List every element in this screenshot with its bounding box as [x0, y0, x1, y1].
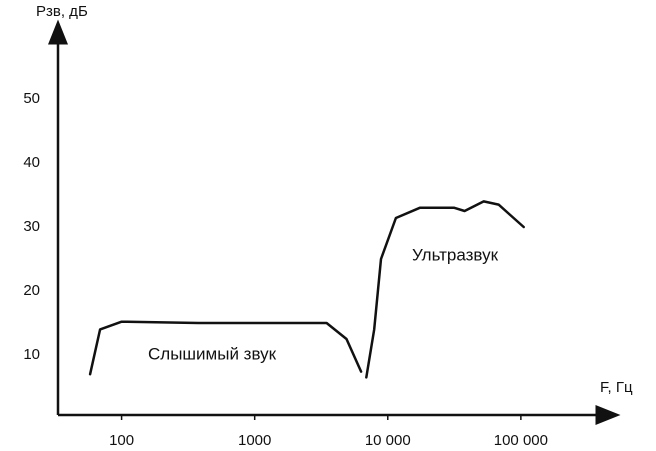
x-tick-label: 100 000 — [494, 432, 548, 449]
y-tick-label: 30 — [23, 218, 40, 235]
y-tick-label: 20 — [23, 282, 40, 299]
annotation: Слышимый звук — [148, 344, 277, 363]
y-axis-label: Pзв, дБ — [36, 3, 88, 20]
line — [88, 200, 525, 379]
x-axis-label: F, Гц — [600, 379, 633, 396]
x-tick-label: 10 000 — [365, 432, 411, 449]
y-tick-label: 50 — [23, 90, 40, 107]
x-tick-label: 100 — [109, 432, 134, 449]
annotation: Ультразвук — [412, 245, 499, 264]
y-tick-label: 10 — [23, 346, 40, 363]
x-tick-label: 1000 — [238, 432, 271, 449]
y-tick-label: 40 — [23, 154, 40, 171]
